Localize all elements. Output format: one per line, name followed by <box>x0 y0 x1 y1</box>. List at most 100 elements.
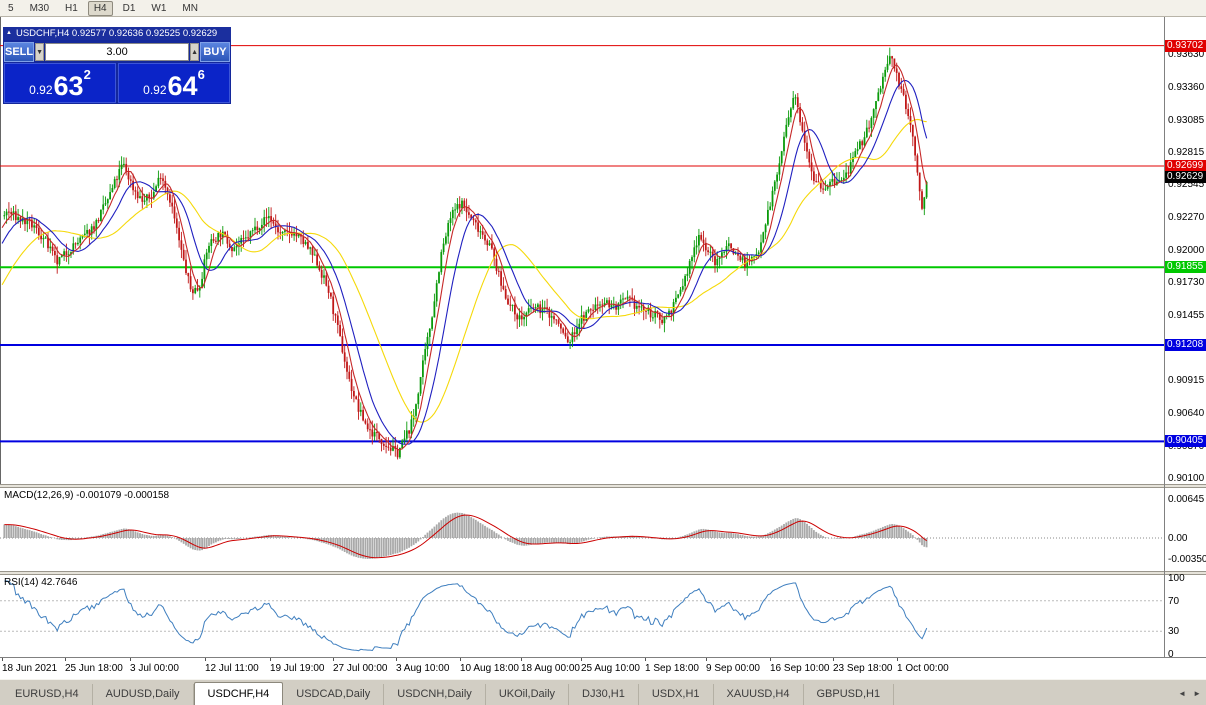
time-axis-tick <box>521 658 522 661</box>
tab-scroll-right-icon[interactable]: ► <box>1193 689 1201 698</box>
chart-tab-bar: EURUSD,H4 AUDUSD,Daily USDCHF,H4 USDCAD,Dai… <box>0 679 1206 705</box>
timeframe-button-5[interactable]: 5 <box>8 2 14 14</box>
rsi-axis-label: 70 <box>1168 595 1180 607</box>
level-price-badge: 0.91208 <box>1165 338 1206 351</box>
rsi-label: RSI(14) 42.7646 <box>4 577 78 588</box>
y-axis-label: 0.90915 <box>1168 375 1205 387</box>
bid-price-display[interactable]: 0.92 63 2 <box>4 63 116 103</box>
timeframe-button-h1[interactable]: H1 <box>65 2 78 14</box>
timeframe-button-w1[interactable]: W1 <box>151 2 167 14</box>
time-axis-tick <box>2 658 3 661</box>
chart-tab-xauusd-h4[interactable]: XAUUSD,H4 <box>714 684 804 705</box>
chart-tab-usdcnh-daily[interactable]: USDCNH,Daily <box>384 684 486 705</box>
time-axis-label: 1 Sep 18:00 <box>645 663 699 674</box>
macd-axis-label: -0.00350 <box>1168 554 1206 565</box>
macd-panel-splitter[interactable] <box>0 484 1206 488</box>
bid-big-digits: 63 <box>53 71 84 101</box>
time-axis-tick <box>65 658 66 661</box>
timeframe-button-m30[interactable]: M30 <box>29 2 50 14</box>
time-axis[interactable]: 18 Jun 2021 25 Jun 18:00 3 Jul 00:00 12 Jul… <box>0 657 1206 679</box>
ask-big-digits: 64 <box>167 71 198 101</box>
y-axis-label: 0.92270 <box>1168 212 1205 224</box>
time-axis-label: 18 Aug 00:00 <box>521 663 580 674</box>
chart-tab-usdcad-daily[interactable]: USDCAD,Daily <box>283 684 385 705</box>
time-axis-tick <box>130 658 131 661</box>
time-axis-tick <box>396 658 397 661</box>
y-axis-label: 0.93630 <box>1168 49 1205 61</box>
time-axis-tick <box>333 658 334 661</box>
macd-axis-label: 0.00 <box>1168 533 1188 544</box>
time-axis-tick <box>205 658 206 661</box>
ask-prefix: 0.92 <box>143 83 167 97</box>
time-axis-label: 1 Oct 00:00 <box>897 663 949 674</box>
rsi-axis-label: 100 <box>1168 573 1185 584</box>
chart-tab-ukoil-daily[interactable]: UKOil,Daily <box>486 684 570 705</box>
macd-indicator-canvas[interactable] <box>0 488 1164 571</box>
y-axis-label: 0.93360 <box>1168 81 1205 93</box>
timeframe-button-h4[interactable]: H4 <box>87 0 113 16</box>
level-price-badge: 0.92699 <box>1165 159 1206 172</box>
time-axis-label: 25 Aug 10:00 <box>581 663 640 674</box>
chart-tab-eurusd-h4[interactable]: EURUSD,H4 <box>2 684 93 705</box>
time-axis-label: 10 Aug 18:00 <box>460 663 519 674</box>
buy-button[interactable]: BUY <box>200 41 230 62</box>
time-axis-label: 3 Jul 00:00 <box>130 663 179 674</box>
time-axis-tick <box>270 658 271 661</box>
y-axis-label: 0.93085 <box>1168 114 1205 126</box>
level-price-badge: 0.90405 <box>1165 435 1206 448</box>
chart-tab-audusd-daily[interactable]: AUDUSD,Daily <box>93 684 194 705</box>
chart-tab-usdx-h1[interactable]: USDX,H1 <box>639 684 714 705</box>
y-axis-label: 0.91455 <box>1168 310 1205 322</box>
time-axis-tick <box>581 658 582 661</box>
ask-pip-digit: 6 <box>197 67 205 82</box>
ask-price-display[interactable]: 0.92 64 6 <box>118 63 230 103</box>
bid-prefix: 0.92 <box>29 83 53 97</box>
y-axis-label: 0.92000 <box>1168 244 1205 256</box>
time-axis-label: 27 Jul 00:00 <box>333 663 388 674</box>
period-toolbar: 5 M30 H1 H4 D1 W1 MN <box>0 0 1206 17</box>
chart-tab-usdchf-h4[interactable]: USDCHF,H4 <box>193 682 284 705</box>
volume-input[interactable] <box>45 42 190 61</box>
time-axis-tick <box>706 658 707 661</box>
volume-increase-button[interactable]: ▲ <box>190 42 199 61</box>
price-axis-border <box>1164 17 1165 657</box>
y-axis-label: 0.90640 <box>1168 408 1205 420</box>
time-axis-label: 12 Jul 11:00 <box>205 663 259 674</box>
chart-info-bar[interactable]: ▲ USDCHF,H4 0.92577 0.92636 0.92525 0.92… <box>3 27 231 40</box>
bid-pip-digit: 2 <box>83 67 91 82</box>
time-axis-tick <box>645 658 646 661</box>
y-axis-label: 0.91730 <box>1168 277 1205 289</box>
rsi-indicator-canvas[interactable] <box>0 575 1164 657</box>
time-axis-tick <box>897 658 898 661</box>
timeframe-button-mn[interactable]: MN <box>182 2 198 14</box>
rsi-panel-splitter[interactable] <box>0 571 1206 575</box>
price-axis[interactable]: 0.93630 0.93360 0.93085 0.92815 0.92545 0.922… <box>1165 17 1206 679</box>
time-axis-label: 25 Jun 18:00 <box>65 663 123 674</box>
current-price-badge: 0.92629 <box>1165 171 1206 184</box>
time-axis-label: 3 Aug 10:00 <box>396 663 450 674</box>
chart-tab-dj30-h1[interactable]: DJ30,H1 <box>569 684 639 705</box>
time-axis-label: 9 Sep 00:00 <box>706 663 760 674</box>
tab-scroll-left-icon[interactable]: ◄ <box>1178 689 1187 698</box>
macd-axis-label: 0.00645 <box>1168 494 1205 506</box>
level-price-badge: 0.91855 <box>1165 261 1206 274</box>
timeframe-button-d1[interactable]: D1 <box>122 2 136 14</box>
price-chart-canvas[interactable] <box>0 17 1164 484</box>
y-axis-label: 0.92545 <box>1168 179 1205 191</box>
time-axis-label: 18 Jun 2021 <box>2 663 58 674</box>
macd-label: MACD(12,26,9) -0.001079 -0.000158 <box>4 490 170 501</box>
sell-button[interactable]: SELL <box>4 41 35 62</box>
time-axis-tick <box>770 658 771 661</box>
y-axis-label: 0.90100 <box>1168 472 1205 484</box>
level-price-badge: 0.93702 <box>1165 39 1206 52</box>
collapse-arrow-icon[interactable]: ▲ <box>6 30 12 36</box>
chart-tab-gbpusd-h1[interactable]: GBPUSD,H1 <box>804 684 895 705</box>
time-axis-label: 19 Jul 19:00 <box>270 663 325 674</box>
y-axis-label: 0.92815 <box>1168 147 1205 159</box>
time-axis-tick <box>460 658 461 661</box>
volume-decrease-button[interactable]: ▼ <box>35 42 45 61</box>
tab-scroll-buttons: ◄ ► <box>1178 689 1201 698</box>
time-axis-label: 16 Sep 10:00 <box>770 663 830 674</box>
